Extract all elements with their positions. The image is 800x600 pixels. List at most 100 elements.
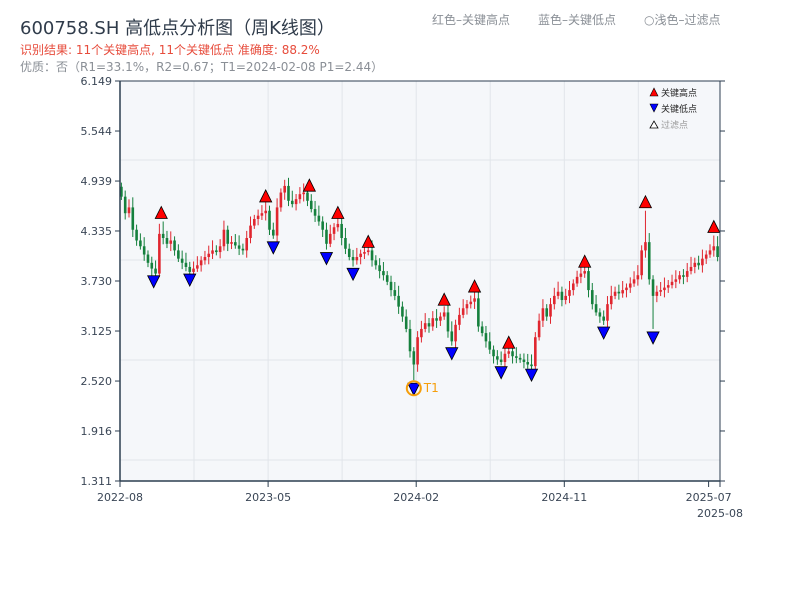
candle-body (317, 215, 321, 222)
candle-body (685, 271, 689, 277)
candle-body (515, 356, 518, 358)
candle-body (256, 215, 260, 219)
candle-body (328, 233, 332, 244)
y-tick-label: 3.125 (81, 325, 113, 338)
y-tick-label: 1.311 (81, 475, 113, 488)
candle-body (435, 318, 438, 321)
candle-body (196, 265, 199, 269)
legend-low-label: 关键低点 (661, 103, 697, 115)
candle-body (602, 316, 605, 321)
candle-body (636, 275, 640, 280)
key-low-marker (494, 366, 508, 380)
candle-body (139, 240, 142, 247)
candle-body (590, 290, 594, 305)
candle-body (283, 185, 286, 193)
candle-body (150, 262, 154, 269)
quality-summary: 优质：否（R1=33.1%，R2=0.67；T1=2024-02-08 P1=2… (20, 60, 383, 74)
candle-body (621, 290, 624, 294)
key-high-marker (302, 178, 317, 192)
candle-body (465, 304, 469, 309)
candle-body (401, 306, 404, 317)
candle-body (325, 229, 328, 244)
candle-body (682, 275, 685, 277)
candle-body (587, 271, 590, 291)
key-low-marker (183, 273, 197, 287)
candle-body (408, 328, 412, 352)
key-high-marker (154, 205, 168, 219)
legend-high-icon (649, 87, 659, 97)
candle-body (306, 192, 309, 201)
candle-body (537, 320, 541, 338)
y-tick-label: 3.730 (81, 275, 113, 288)
key-high-marker (361, 234, 375, 248)
candle-body (534, 337, 537, 367)
candle-body (469, 301, 473, 305)
candle-body (397, 295, 400, 307)
result-summary: 识别结果: 11个关键高点, 11个关键低点 准确度: 88.2% (20, 42, 320, 57)
t1-marker (405, 380, 422, 397)
y-tick-label: 1.916 (81, 425, 113, 438)
candle-body (674, 279, 678, 282)
candle-body (518, 357, 522, 360)
candle-body (693, 262, 697, 267)
candle-body (564, 295, 568, 301)
candle-body (363, 252, 366, 254)
candle-body (161, 233, 165, 239)
candle-body (716, 246, 719, 258)
x-tick-label: 2024-11 (541, 491, 587, 504)
candle-body (321, 221, 324, 230)
candle-body (264, 210, 268, 214)
legend-text-filtered: ○浅色–过滤点 (644, 13, 720, 27)
candle-body (613, 291, 617, 296)
candle-body (628, 283, 632, 288)
candle-body (420, 328, 423, 338)
candle-body (340, 223, 343, 239)
key-low-marker (319, 252, 334, 266)
page-title: 600758.SH 高低点分析图（周K线图） (20, 18, 335, 39)
candle-body (549, 304, 552, 317)
candle-body (704, 254, 708, 259)
key-high-marker (331, 205, 345, 219)
candle-body (393, 290, 397, 296)
candle-body (389, 281, 393, 291)
candle-body (120, 186, 123, 197)
candle-body (659, 290, 662, 292)
candle-body (275, 207, 279, 236)
legend-filtered-label: 过滤点 (661, 119, 688, 131)
legend-filtered-icon (649, 120, 659, 129)
x-tick-label: 2025-07 (686, 491, 732, 504)
candle-body (279, 192, 283, 208)
candle-body (404, 316, 408, 329)
key-low-marker (524, 368, 539, 383)
candle-body (511, 351, 514, 357)
candle-body (249, 225, 252, 239)
key-high-marker (502, 335, 516, 349)
candle-body (545, 308, 549, 317)
candle-body (298, 194, 302, 200)
candle-body (617, 291, 621, 294)
x-tick-label: 2023-05 (245, 491, 291, 504)
candle-body (461, 308, 465, 315)
candle-body (154, 268, 157, 274)
candle-body (370, 250, 374, 261)
candle-body (571, 283, 575, 291)
candle-body (268, 210, 271, 230)
candle-body (192, 268, 195, 272)
candle-body (712, 246, 716, 251)
candle-body (640, 250, 643, 276)
candle-body (496, 356, 499, 360)
candle-body (347, 248, 351, 258)
candle-body (530, 364, 533, 367)
candle-body (427, 323, 431, 327)
candle-body (313, 209, 317, 216)
x-tick-label: 2022-08 (97, 491, 143, 504)
candle-body (423, 323, 427, 329)
key-high-marker (638, 194, 653, 209)
candle-body (526, 362, 530, 365)
candle-body (158, 233, 161, 274)
key-low-marker (346, 267, 360, 282)
candle-body (237, 245, 241, 249)
candle-body (458, 314, 461, 325)
candle-body (568, 290, 571, 296)
